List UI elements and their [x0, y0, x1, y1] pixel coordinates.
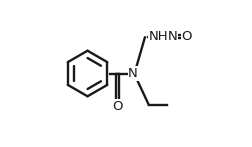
Text: O: O: [181, 30, 191, 43]
Text: NH: NH: [148, 30, 168, 43]
Text: N: N: [128, 67, 137, 80]
Text: N: N: [167, 30, 177, 43]
Text: O: O: [112, 100, 122, 113]
